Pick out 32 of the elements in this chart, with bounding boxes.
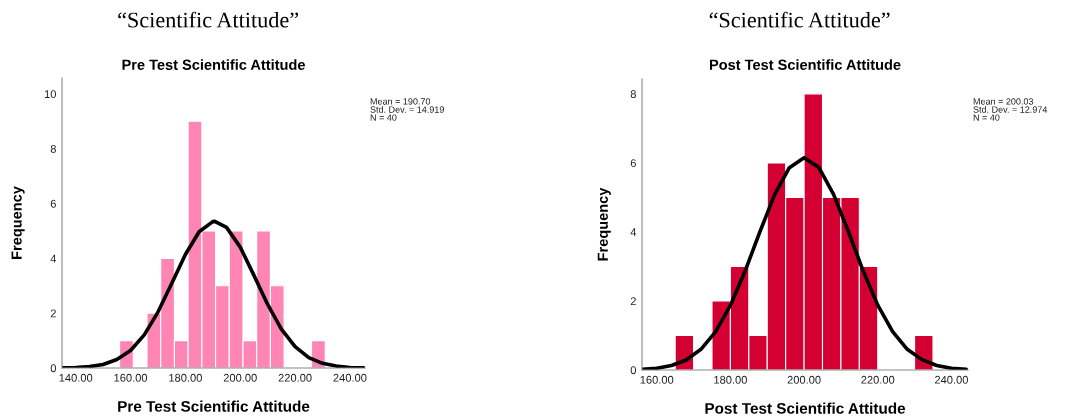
y-axis-title: Frequency <box>11 186 25 259</box>
y-tick-label: 8 <box>50 144 56 153</box>
chart-subtitle: Post Test Scientific Attitude <box>709 59 901 70</box>
y-tick-label: 2 <box>630 297 636 305</box>
x-tick-label: 180.00 <box>169 373 202 382</box>
x-tick-label: 220.00 <box>861 375 895 384</box>
x-tick-label: 220.00 <box>278 373 312 382</box>
y-axis-title: Frequency <box>597 187 611 261</box>
x-axis-title: Post Test Scientific Attitude <box>705 402 906 414</box>
chart-subtitle: Pre Test Scientific Attitude <box>122 59 305 70</box>
y-tick-label: 4 <box>50 254 57 263</box>
x-tick-label: 200.00 <box>787 375 821 384</box>
x-axis-title: Pre Test Scientific Attitude <box>118 400 310 412</box>
y-tick-label: 2 <box>50 309 56 318</box>
x-tick-label: 160.00 <box>114 373 148 382</box>
y-tick-label: 0 <box>630 366 637 375</box>
text: Mean = 190.70 Std. Dev. = 14.919 N = 40 <box>370 98 444 121</box>
x-tick-label: 180.00 <box>714 375 747 384</box>
y-tick-label: 0 <box>50 364 57 373</box>
chart-title: “Scientific Attitude” <box>709 11 890 28</box>
chart-title: “Scientific Attitude” <box>118 11 299 28</box>
x-tick-label: 240.00 <box>934 375 968 384</box>
x-tick-label: 160.00 <box>640 375 674 384</box>
y-tick-label: 8 <box>630 90 636 98</box>
y-tick-label: 6 <box>630 159 636 168</box>
x-tick-label: 140.00 <box>59 373 93 382</box>
y-tick-label: 10 <box>44 90 57 99</box>
y-tick-label: 6 <box>50 199 56 208</box>
text: Mean = 200.03 Std. Dev. = 12.974 N = 40 <box>973 98 1048 121</box>
y-tick-label: 4 <box>630 228 637 236</box>
x-tick-label: 200.00 <box>223 373 257 382</box>
x-tick-label: 240.00 <box>333 373 367 382</box>
